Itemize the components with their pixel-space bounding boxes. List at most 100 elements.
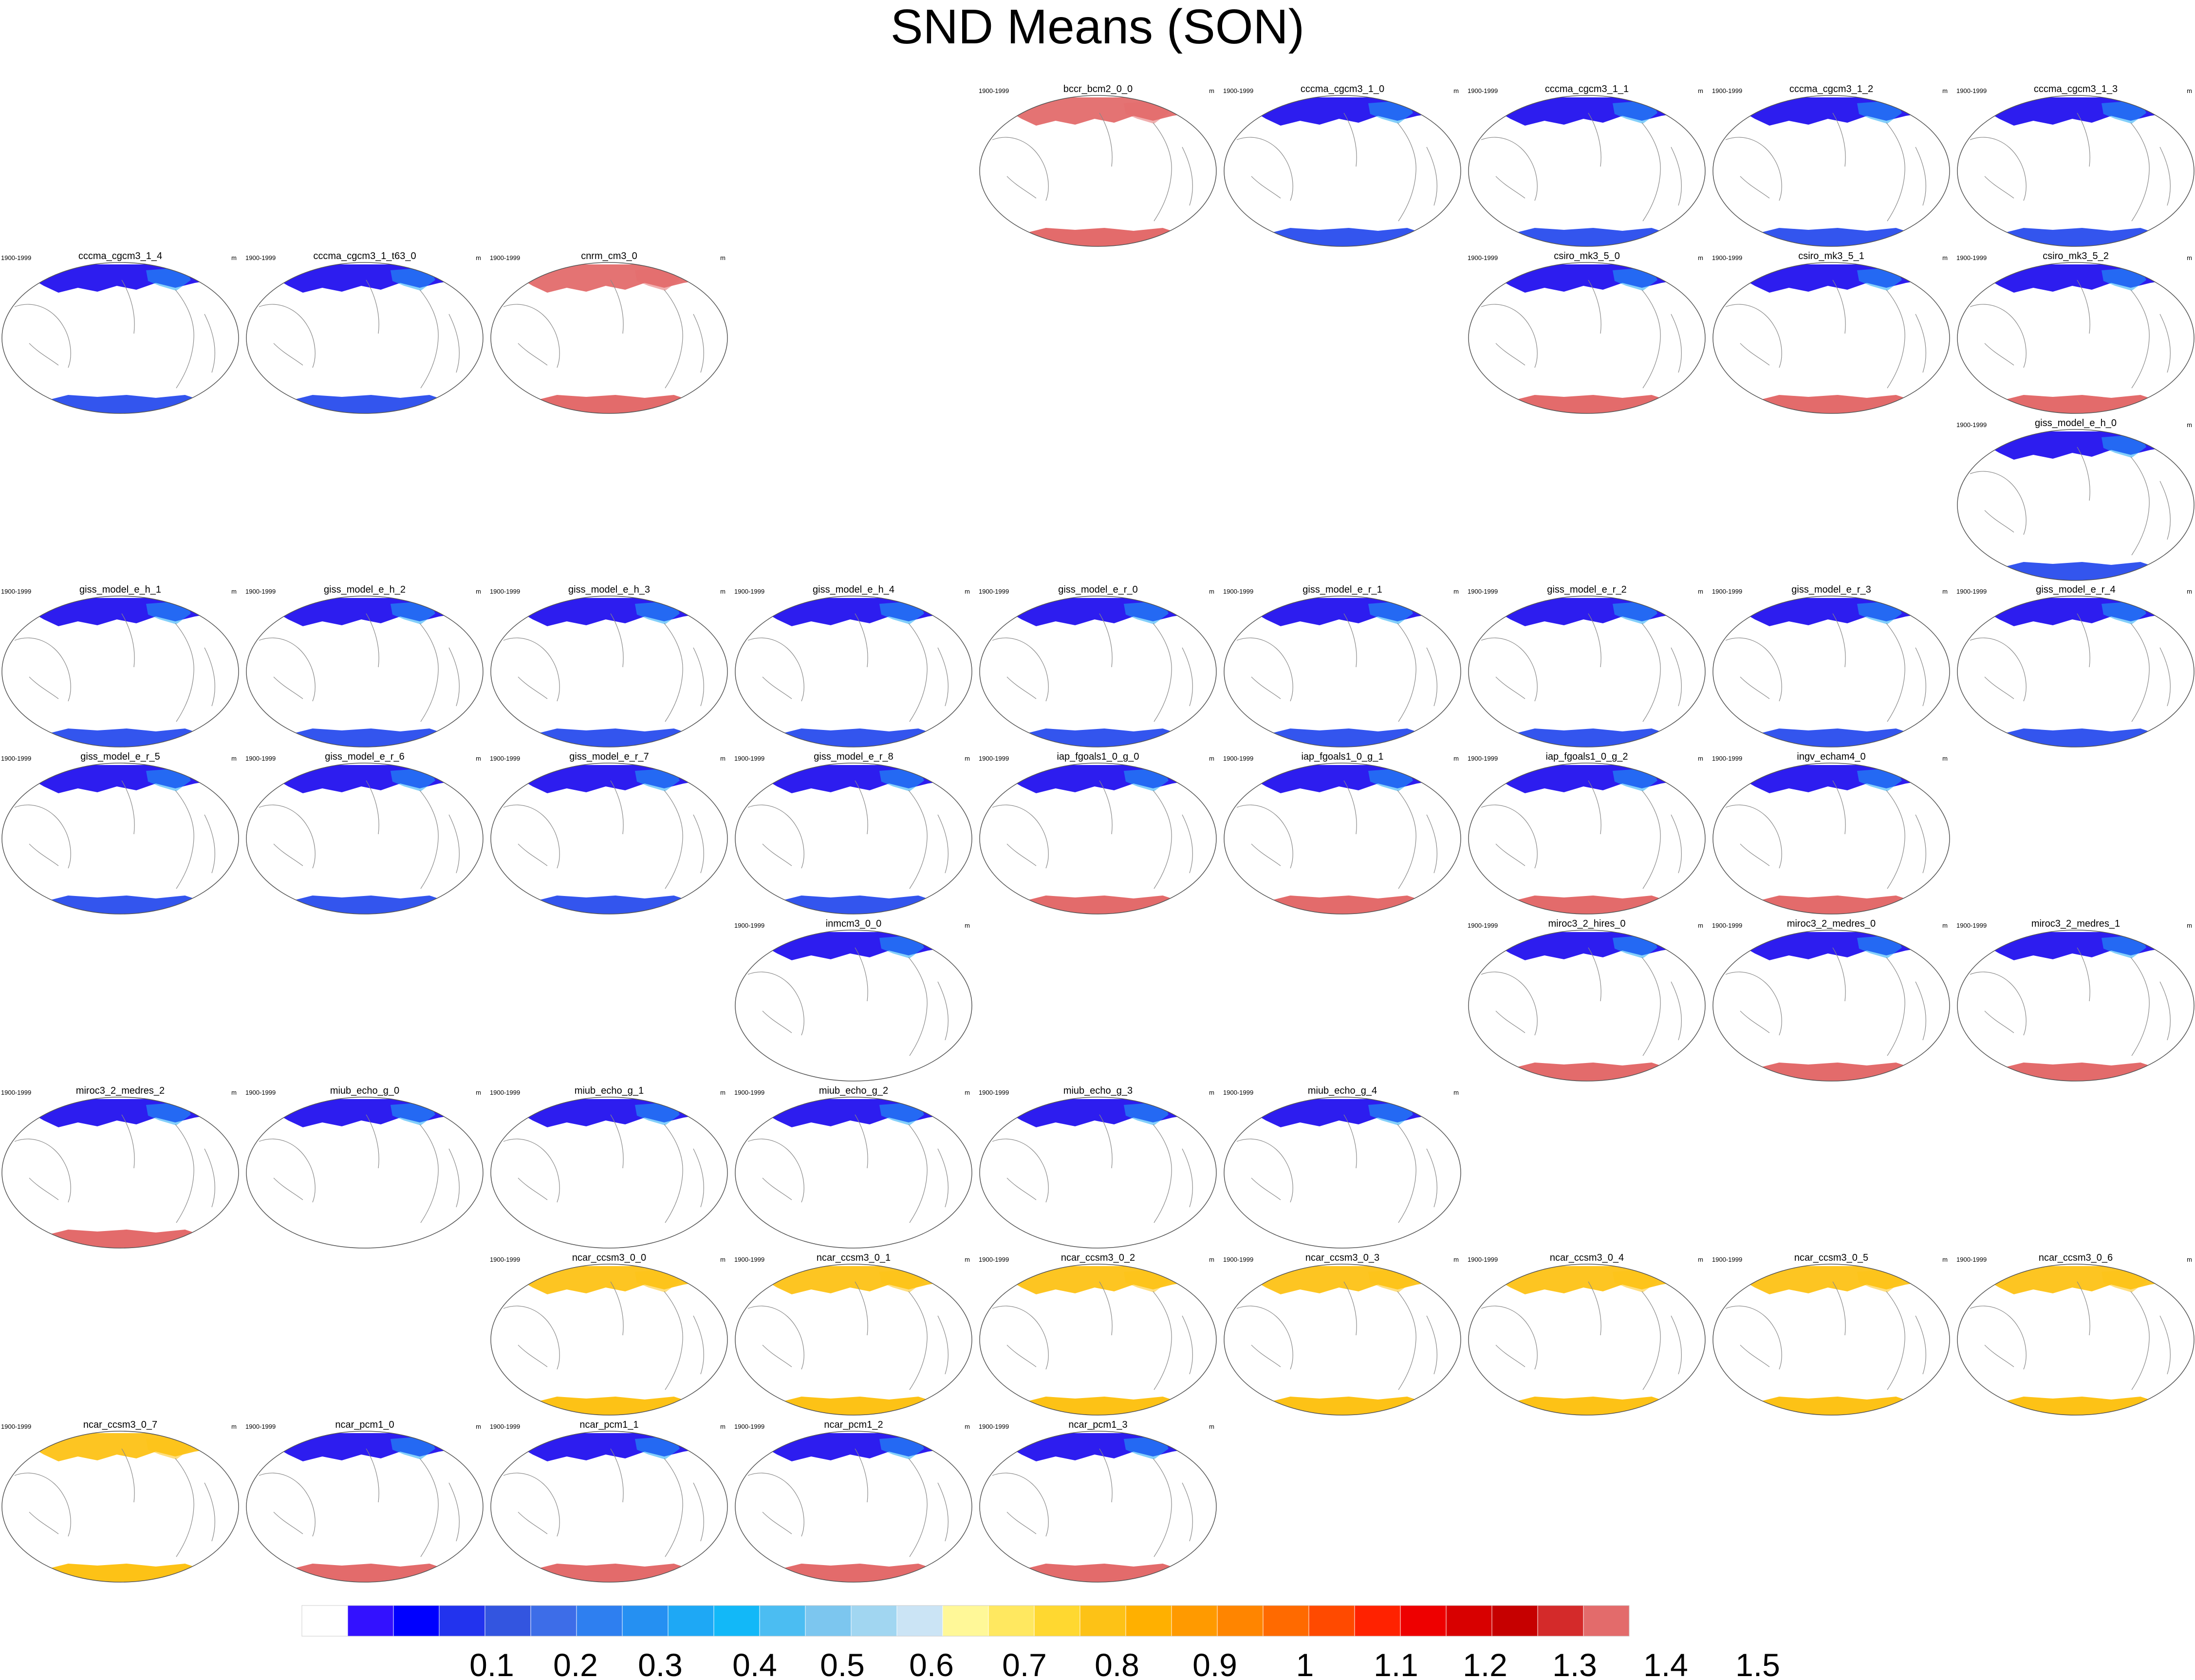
panel-period: 1900-1999 [490, 588, 521, 595]
map-outline [1957, 596, 2195, 747]
panel-title: miub_echo_g_3 [1063, 1085, 1133, 1096]
panel-units: m [1453, 1089, 1459, 1096]
panel-title: miroc3_2_medres_1 [2031, 918, 2121, 929]
panel-units: m [1942, 755, 1948, 762]
map-outline [1957, 95, 2195, 247]
colorbar-box [484, 1605, 531, 1637]
map-panel: ncar_ccsm3_0_1 1900-1999 m [733, 1252, 974, 1417]
panel-units: m [2187, 254, 2192, 261]
coastline [503, 280, 704, 389]
map-panel: cccma_cgcm3_1_t63_0 1900-1999 m [244, 251, 485, 415]
coastline [1970, 1281, 2171, 1390]
panel-period: 1900-1999 [245, 588, 276, 595]
panel-units: m [1209, 1089, 1214, 1096]
world-map [979, 95, 1217, 247]
coastline [747, 1281, 949, 1390]
world-map [1712, 763, 1950, 915]
nh-snow-patch [146, 267, 191, 291]
world-map [490, 262, 728, 414]
nh-snow-patch [1857, 768, 1902, 791]
panel-period: 1900-1999 [1, 254, 32, 261]
map-outline [1224, 1097, 1461, 1249]
panel-units: m [1209, 1423, 1214, 1430]
map-panel: ncar_ccsm3_0_0 1900-1999 m [489, 1252, 729, 1417]
map-outline [490, 596, 728, 747]
panel-units: m [1209, 755, 1214, 762]
world-map [979, 596, 1217, 747]
colorbar-box [1400, 1605, 1447, 1637]
world-map [1957, 1264, 2195, 1416]
nh-snow-patch [879, 768, 924, 791]
colorbar-box [301, 1605, 348, 1637]
map-outline [1468, 763, 1706, 915]
colorbar-tick-label: 1.4 [1643, 1647, 1688, 1680]
map-panel: ncar_ccsm3_0_3 1900-1999 m [1222, 1252, 1463, 1417]
panel-period: 1900-1999 [1956, 87, 1987, 94]
nh-snow-patch [1368, 601, 1413, 624]
map-outline [979, 95, 1217, 247]
panel-period: 1900-1999 [490, 1423, 521, 1430]
colorbar-box [1263, 1605, 1309, 1637]
nh-snow-patch [1368, 1269, 1413, 1292]
colorbar-box [1491, 1605, 1538, 1637]
panel-title: giss_model_e_h_1 [79, 584, 161, 595]
panel-units: m [1698, 87, 1703, 94]
panel-units: m [1453, 1256, 1459, 1263]
coastline [503, 613, 704, 722]
world-map [246, 1431, 484, 1583]
panel-title: iap_fgoals1_0_g_2 [1545, 751, 1628, 762]
colorbar-box [393, 1605, 440, 1637]
nh-snow-patch [1124, 1436, 1169, 1459]
world-map [246, 596, 484, 747]
map-panel: giss_model_e_r_3 1900-1999 m [1711, 584, 1952, 749]
map-outline [979, 1431, 1217, 1583]
coastline [1725, 947, 1926, 1056]
map-panel: bccr_bcm2_0_0 1900-1999 m [978, 84, 1218, 248]
coastline [503, 780, 704, 889]
panel-units: m [1942, 254, 1948, 261]
map-outline [246, 1097, 484, 1249]
panel-period: 1900-1999 [1, 755, 32, 762]
panel-units: m [1942, 922, 1948, 929]
coastline [1481, 112, 1682, 222]
world-map [1468, 95, 1706, 247]
panel-period: 1900-1999 [734, 588, 765, 595]
panel-period: 1900-1999 [1468, 922, 1498, 929]
nh-snow-patch [635, 601, 680, 624]
colorbar-box [1583, 1605, 1630, 1637]
map-outline [735, 930, 972, 1082]
map-outline [1468, 1264, 1706, 1416]
map-outline [735, 596, 972, 747]
panel-title: miroc3_2_hires_0 [1548, 918, 1626, 929]
panel-units: m [720, 1423, 725, 1430]
world-map [1224, 1264, 1461, 1416]
panel-period: 1900-1999 [1223, 87, 1254, 94]
map-outline [1957, 930, 2195, 1082]
map-panel: miub_echo_g_3 1900-1999 m [978, 1085, 1218, 1250]
map-outline [979, 1264, 1217, 1416]
coastline [1236, 613, 1437, 722]
map-panel: ncar_pcm1_1 1900-1999 m [489, 1419, 729, 1584]
colorbar-box [1125, 1605, 1172, 1637]
panel-period: 1900-1999 [245, 254, 276, 261]
coastline [1725, 613, 1926, 722]
world-map [1, 262, 239, 414]
panel-title: giss_model_e_r_8 [814, 751, 893, 762]
panel-units: m [1453, 87, 1459, 94]
panel-units: m [720, 1256, 725, 1263]
map-panel: iap_fgoals1_0_g_1 1900-1999 m [1222, 751, 1463, 916]
map-outline [1, 763, 239, 915]
colorbar-box [1171, 1605, 1218, 1637]
world-map [1468, 596, 1706, 747]
coastline [992, 112, 1193, 222]
panel-period: 1900-1999 [979, 1423, 1009, 1430]
map-panel: cccma_cgcm3_1_3 1900-1999 m [1955, 84, 2195, 248]
coastline [1725, 1281, 1926, 1390]
panel-period: 1900-1999 [1468, 87, 1498, 94]
map-outline [1224, 1264, 1461, 1416]
world-map [1712, 596, 1950, 747]
map-panel: giss_model_e_r_4 1900-1999 m [1955, 584, 2195, 749]
panel-title: iap_fgoals1_0_g_1 [1301, 751, 1384, 762]
coastline [1481, 947, 1682, 1056]
panel-units: m [476, 1089, 481, 1096]
